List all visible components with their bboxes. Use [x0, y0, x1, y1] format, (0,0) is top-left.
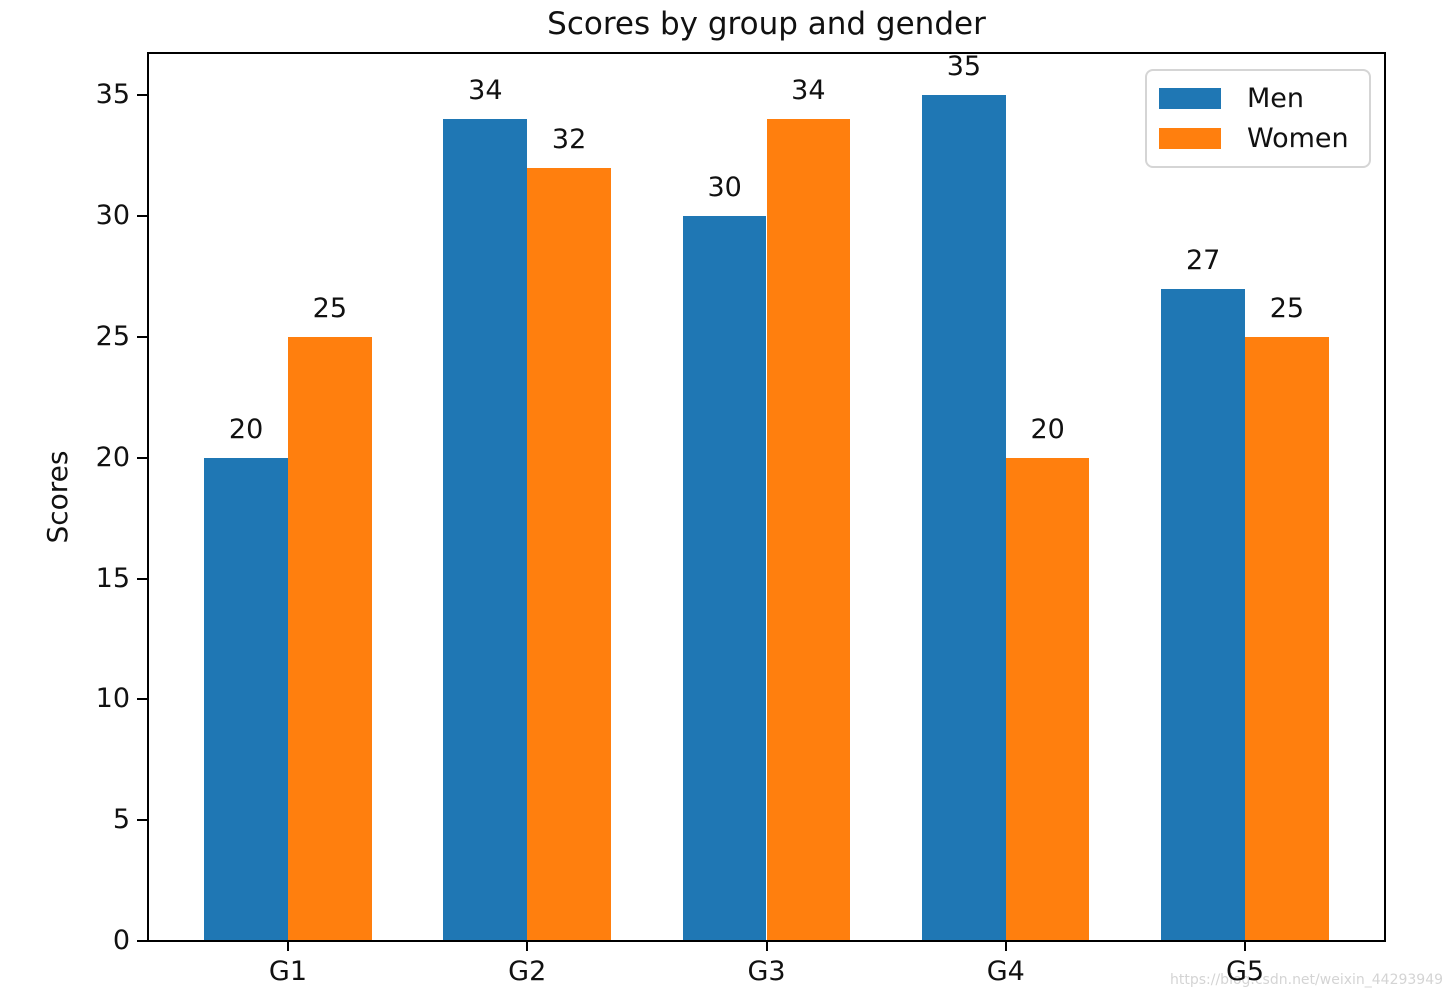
- y-tick-label: 0: [112, 925, 130, 956]
- bar-value-label: 20: [1030, 413, 1065, 445]
- bar-value-label: 34: [468, 75, 503, 107]
- bar-men-g5: [1161, 288, 1246, 940]
- bar-women-g4: [1005, 457, 1090, 940]
- x-tick-label: G1: [268, 956, 308, 987]
- x-tick: [1244, 941, 1247, 951]
- x-tick-label: G3: [747, 956, 786, 987]
- legend-item-women: Women: [1159, 123, 1369, 155]
- bar-men-g2: [443, 119, 528, 940]
- bar-women-g5: [1245, 336, 1329, 940]
- legend-item-men: Men: [1159, 83, 1369, 115]
- y-tick-label: 25: [95, 320, 130, 352]
- y-tick-label: 35: [95, 79, 130, 111]
- legend-swatch-men: [1159, 88, 1221, 109]
- bar-value-label: 35: [946, 51, 982, 83]
- x-tick-label: G5: [1225, 956, 1265, 987]
- bar-value-label: 20: [228, 413, 264, 445]
- legend-swatch-women: [1159, 128, 1221, 149]
- bar-women-g1: [287, 336, 372, 940]
- y-tick-label: 20: [95, 441, 130, 473]
- x-tick-label: G4: [986, 956, 1025, 987]
- x-tick: [286, 941, 289, 951]
- y-tick-label: 10: [95, 683, 130, 715]
- bar-value-label: 27: [1185, 244, 1221, 276]
- x-tick: [765, 941, 768, 951]
- bar-value-label: 25: [1269, 292, 1305, 324]
- bar-men-g3: [682, 216, 767, 940]
- bar-value-label: 30: [707, 172, 742, 204]
- y-tick: [137, 819, 147, 822]
- y-tick: [137, 940, 147, 942]
- chart-title: Scores by group and gender: [547, 6, 986, 42]
- x-tick-label: G2: [508, 956, 547, 987]
- y-tick-label: 30: [95, 200, 130, 232]
- y-tick: [137, 698, 147, 701]
- y-tick-label: 15: [95, 562, 130, 594]
- y-tick-label: 5: [112, 804, 130, 836]
- y-tick: [137, 456, 147, 459]
- bar-men-g4: [922, 95, 1006, 940]
- x-tick: [526, 941, 529, 951]
- bar-value-label: 32: [551, 123, 587, 155]
- y-tick: [137, 577, 147, 580]
- x-tick: [1004, 941, 1007, 951]
- bar-women-g3: [766, 119, 851, 940]
- watermark: https://blog.csdn.net/weixin_44293949: [1170, 972, 1444, 988]
- legend-label: Women: [1247, 122, 1349, 154]
- y-tick: [137, 94, 147, 97]
- bar-women-g2: [527, 167, 611, 940]
- bar-value-label: 34: [791, 75, 826, 107]
- legend-label: Men: [1247, 82, 1305, 114]
- y-tick: [137, 215, 147, 218]
- bar-men-g1: [204, 457, 288, 940]
- y-tick: [137, 335, 147, 338]
- legend: Men Women: [1145, 69, 1371, 168]
- bar-value-label: 25: [312, 292, 347, 324]
